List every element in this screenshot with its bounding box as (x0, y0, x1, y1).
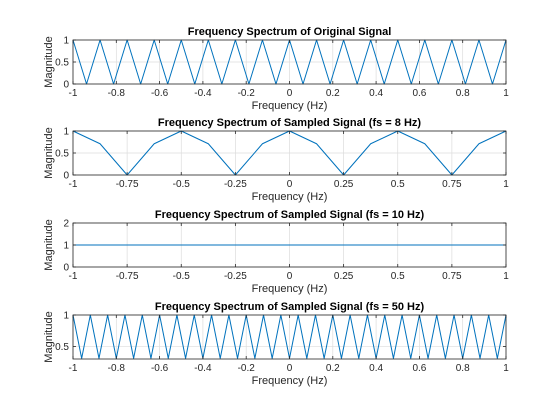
x-tick-label: -1 (69, 271, 78, 282)
x-tick-label: 0 (287, 363, 293, 374)
subplot-3: -1 -0.75 -0.5 -0.25 0 0.25 0.5 0.75 1 0 1 2 Frequenc… (43, 209, 509, 295)
x-tick-label: 0.5 (391, 179, 405, 190)
x-tick-label: 0.4 (369, 363, 383, 374)
x-tick-label: 0.25 (334, 271, 354, 282)
x-tick-label: -0.5 (173, 179, 191, 190)
y-tick-label: 0.5 (55, 342, 69, 353)
x-tick-label: -0.4 (194, 88, 212, 99)
y-tick-label: 0.5 (55, 58, 69, 69)
x-tick-label: 0.25 (334, 179, 354, 190)
chart-title: Frequency Spectrum of Sampled Signal (fs… (155, 301, 425, 313)
x-tick-label: 0.5 (391, 271, 405, 282)
x-tick-label: -0.2 (238, 88, 256, 99)
x-tick-label: 0.8 (456, 88, 470, 99)
x-tick-label: 0 (287, 271, 293, 282)
y-tick-label: 0.5 (55, 149, 69, 160)
x-axis-label: Frequency (Hz) (252, 100, 328, 112)
y-tick-label: 2 (63, 219, 69, 230)
x-tick-label: 0.2 (326, 363, 340, 374)
y-tick-label: 1 (63, 127, 69, 138)
x-tick-label: -1 (69, 88, 78, 99)
x-tick-label: 1 (503, 179, 509, 190)
x-tick-label: 0.75 (442, 179, 462, 190)
x-tick-label: -0.8 (108, 363, 126, 374)
x-tick-label: 0 (287, 88, 293, 99)
y-tick-label: 0 (63, 171, 69, 182)
y-tick-label: 0 (63, 80, 69, 91)
x-axis-label: Frequency (Hz) (252, 191, 328, 203)
subplot-1: -1 -0.8 -0.6 -0.4 -0.2 0 0.2 0.4 0.6 0.8 1 0 0.5 1 Fre… (43, 26, 509, 112)
x-tick-label: -1 (69, 179, 78, 190)
y-tick-label: 1 (63, 311, 69, 322)
x-tick-label: -1 (69, 363, 78, 374)
x-tick-label: -0.25 (224, 271, 247, 282)
x-tick-label: -0.25 (224, 179, 247, 190)
x-tick-label: -0.75 (116, 179, 139, 190)
x-tick-label: -0.2 (238, 363, 256, 374)
x-tick-label: -0.5 (173, 271, 191, 282)
x-tick-label: 1 (503, 363, 509, 374)
x-tick-label: 0.75 (442, 271, 462, 282)
chart-title: Frequency Spectrum of Sampled Signal (fs… (158, 117, 421, 129)
x-tick-label: -0.75 (116, 271, 139, 282)
subplot-2: -1 -0.75 -0.5 -0.25 0 0.25 0.5 0.75 1 0 0.5 1 Freque… (43, 117, 509, 203)
chart-title: Frequency Spectrum of Original Signal (188, 26, 392, 38)
x-axis-label: Frequency (Hz) (252, 283, 328, 295)
y-axis-label: Magnitude (43, 36, 55, 87)
x-tick-label: 0.8 (456, 363, 470, 374)
x-tick-label: -0.8 (108, 88, 126, 99)
chart-title: Frequency Spectrum of Sampled Signal (fs… (155, 209, 425, 221)
y-axis-label: Magnitude (43, 311, 55, 362)
x-tick-label: 1 (503, 271, 509, 282)
subplot-4: -1 -0.8 -0.6 -0.4 -0.2 0 0.2 0.4 0.6 0.8 1 0.5 1 Freq… (43, 301, 509, 387)
x-tick-label: 0.2 (326, 88, 340, 99)
x-tick-label: -0.6 (151, 88, 169, 99)
x-tick-label: 1 (503, 88, 509, 99)
y-axis-label: Magnitude (43, 219, 55, 270)
y-tick-label: 1 (63, 241, 69, 252)
x-tick-label: -0.6 (151, 363, 169, 374)
x-axis-label: Frequency (Hz) (252, 375, 328, 387)
y-axis-label: Magnitude (43, 127, 55, 178)
x-tick-label: 0.4 (369, 88, 383, 99)
x-tick-label: 0 (287, 179, 293, 190)
x-tick-label: 0.6 (412, 88, 426, 99)
x-tick-label: -0.4 (194, 363, 212, 374)
y-tick-label: 0 (63, 263, 69, 274)
y-tick-label: 1 (63, 36, 69, 47)
x-tick-label: 0.6 (412, 363, 426, 374)
